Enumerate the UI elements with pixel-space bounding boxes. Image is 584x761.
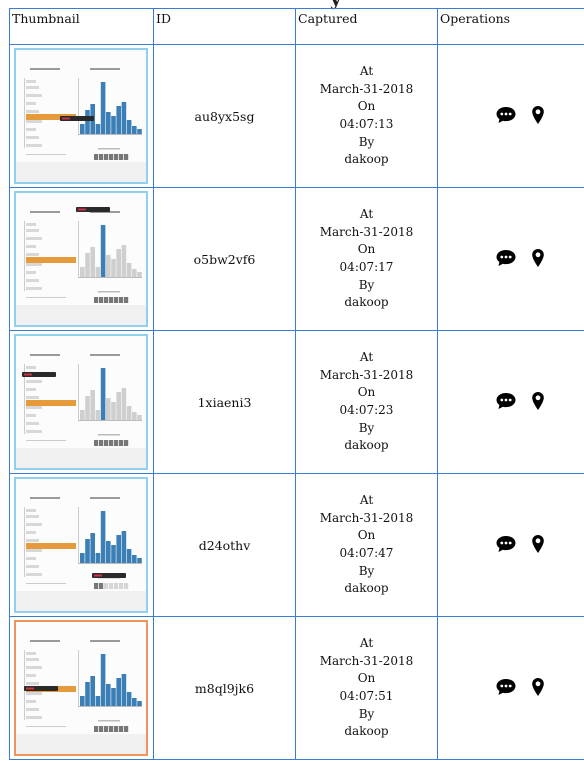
thumbnail-image[interactable] bbox=[14, 620, 148, 756]
captured-user: dakoop bbox=[344, 152, 389, 167]
captured-at-label: At bbox=[359, 206, 374, 221]
captured-user: dakoop bbox=[344, 438, 389, 453]
captured-by-label: By bbox=[358, 134, 375, 149]
history-table: Thumbnail ID Captured Operations au8yx5s… bbox=[9, 8, 584, 760]
captured-on-label: On bbox=[357, 671, 376, 686]
header-captured: Captured bbox=[295, 8, 438, 45]
captured-at-label: At bbox=[359, 635, 374, 650]
captured-on-label: On bbox=[357, 385, 376, 400]
captured-date: March-31-2018 bbox=[319, 81, 414, 96]
row-id: d24othv bbox=[153, 473, 296, 617]
captured-by-label: By bbox=[358, 706, 375, 721]
header-thumbnail: Thumbnail bbox=[9, 8, 154, 45]
header-id: ID bbox=[153, 8, 296, 45]
thumbnail-image[interactable] bbox=[14, 191, 148, 327]
captured-info: At March-31-2018 On 04:07:17 By dakoop bbox=[295, 187, 438, 331]
map-marker-icon[interactable] bbox=[531, 105, 545, 125]
comment-icon[interactable] bbox=[495, 534, 517, 554]
table-row: au8yx5sg At March-31-2018 On 04:07:13 By… bbox=[9, 44, 584, 188]
comment-icon[interactable] bbox=[495, 677, 517, 697]
captured-date: March-31-2018 bbox=[319, 367, 414, 382]
captured-user: dakoop bbox=[344, 724, 389, 739]
header-operations: Operations bbox=[437, 8, 584, 45]
captured-info: At March-31-2018 On 04:07:51 By dakoop bbox=[295, 616, 438, 760]
row-id: o5bw2vf6 bbox=[153, 187, 296, 331]
operations-group bbox=[495, 677, 545, 697]
cut-off-page-title: y bbox=[330, 0, 342, 10]
captured-on-label: On bbox=[357, 528, 376, 543]
operations-group bbox=[495, 248, 545, 268]
captured-at-label: At bbox=[359, 63, 374, 78]
comment-icon[interactable] bbox=[495, 248, 517, 268]
operations-group bbox=[495, 105, 545, 125]
captured-time: 04:07:23 bbox=[339, 403, 394, 417]
captured-at-label: At bbox=[359, 349, 374, 364]
captured-time: 04:07:13 bbox=[339, 117, 394, 131]
comment-icon[interactable] bbox=[495, 391, 517, 411]
captured-at-label: At bbox=[359, 492, 374, 507]
table-row: m8ql9jk6 At March-31-2018 On 04:07:51 By… bbox=[9, 616, 584, 760]
captured-time: 04:07:47 bbox=[339, 546, 394, 560]
table-row: d24othv At March-31-2018 On 04:07:47 By … bbox=[9, 473, 584, 617]
captured-date: March-31-2018 bbox=[319, 510, 414, 525]
captured-by-label: By bbox=[358, 420, 375, 435]
captured-info: At March-31-2018 On 04:07:23 By dakoop bbox=[295, 330, 438, 474]
thumbnail-image[interactable] bbox=[14, 48, 148, 184]
captured-user: dakoop bbox=[344, 295, 389, 310]
map-marker-icon[interactable] bbox=[531, 677, 545, 697]
captured-date: March-31-2018 bbox=[319, 653, 414, 668]
row-id: au8yx5sg bbox=[153, 44, 296, 188]
operations-group bbox=[495, 391, 545, 411]
captured-user: dakoop bbox=[344, 581, 389, 596]
captured-time: 04:07:51 bbox=[339, 689, 394, 703]
thumbnail-image[interactable] bbox=[14, 477, 148, 613]
thumbnail-image[interactable] bbox=[14, 334, 148, 470]
comment-icon[interactable] bbox=[495, 105, 517, 125]
captured-time: 04:07:17 bbox=[339, 260, 394, 274]
captured-info: At March-31-2018 On 04:07:13 By dakoop bbox=[295, 44, 438, 188]
captured-on-label: On bbox=[357, 242, 376, 257]
table-row: o5bw2vf6 At March-31-2018 On 04:07:17 By… bbox=[9, 187, 584, 331]
table-row: 1xiaeni3 At March-31-2018 On 04:07:23 By… bbox=[9, 330, 584, 474]
captured-info: At March-31-2018 On 04:07:47 By dakoop bbox=[295, 473, 438, 617]
captured-date: March-31-2018 bbox=[319, 224, 414, 239]
operations-group bbox=[495, 534, 545, 554]
row-id: 1xiaeni3 bbox=[153, 330, 296, 474]
table-header-row: Thumbnail ID Captured Operations bbox=[9, 8, 584, 45]
captured-by-label: By bbox=[358, 563, 375, 578]
map-marker-icon[interactable] bbox=[531, 391, 545, 411]
row-id: m8ql9jk6 bbox=[153, 616, 296, 760]
captured-on-label: On bbox=[357, 99, 376, 114]
captured-by-label: By bbox=[358, 277, 375, 292]
map-marker-icon[interactable] bbox=[531, 248, 545, 268]
map-marker-icon[interactable] bbox=[531, 534, 545, 554]
